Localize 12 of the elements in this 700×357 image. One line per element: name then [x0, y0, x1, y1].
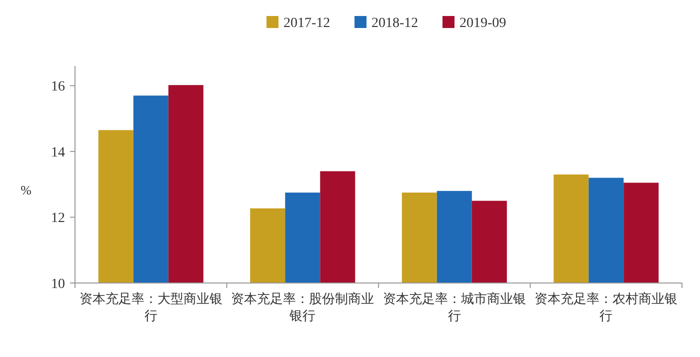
x-tick-label: 资本充足率：股份制商业银行: [230, 290, 376, 324]
x-tick-label: 资本充足率：城市商业银行: [382, 290, 527, 324]
legend-label: 2017-12: [284, 16, 330, 31]
x-tick-label: 资本充足率：大型商业银行: [78, 290, 224, 324]
y-axis-title: %: [20, 182, 32, 198]
y-tick-label: 10: [51, 277, 65, 292]
legend-label: 2018-12: [372, 16, 418, 31]
y-tick-label: 14: [51, 145, 65, 160]
y-tick-label: 12: [51, 211, 65, 226]
x-tick-label: 资本充足率：农村商业银行: [534, 290, 679, 324]
y-tick-label: 16: [51, 80, 65, 95]
legend-label: 2019-09: [460, 16, 506, 31]
